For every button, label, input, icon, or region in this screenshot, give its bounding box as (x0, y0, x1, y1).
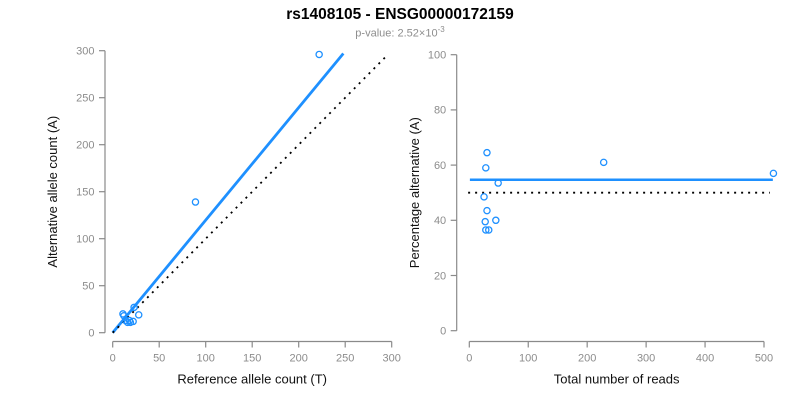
x-tick-label: 300 (383, 353, 401, 365)
x-tick-label: 200 (290, 353, 308, 365)
data-point (120, 312, 128, 320)
data-point (191, 198, 200, 206)
x-axis-title: Reference allele count (T) (177, 372, 327, 387)
identity-line (112, 55, 387, 334)
data-point (315, 50, 323, 59)
x-tick-label: 150 (243, 353, 261, 365)
x-tick-label: 200 (578, 353, 596, 365)
data-point (121, 316, 130, 325)
y-axis-title: Alternative allele count (A) (45, 116, 60, 268)
plot-subtitle: p-value: 2.52×10-3 (0, 25, 800, 40)
x-tick-label: 500 (755, 353, 773, 365)
y-tick-label: 0 (88, 328, 94, 340)
plot-title: rs1408105 - ENSG00000172159 (286, 6, 514, 23)
y-tick-label: 0 (440, 326, 446, 338)
y-tick-label: 60 (434, 160, 446, 172)
data-point (494, 179, 502, 187)
x-tick-label: 0 (466, 353, 472, 365)
y-tick-label: 20 (434, 270, 446, 282)
data-point (481, 217, 489, 226)
data-point (483, 148, 491, 157)
fit-line (111, 52, 345, 334)
y-tick-label: 100 (76, 234, 94, 246)
data-point (485, 226, 493, 234)
y-tick-label: 40 (434, 215, 446, 227)
y-axis-title: Percentage alternative (A) (407, 117, 422, 268)
allele-count-scatter-chart: 0 50 100 150 200 250 300 0 50 100 150 200 250 300 Refe… (45, 46, 401, 387)
p-value-exponent: -3 (437, 25, 445, 34)
x-tick-label: 300 (637, 353, 655, 365)
x-axis-title: Total number of reads (554, 372, 680, 387)
y-tick-label: 100 (428, 50, 446, 62)
x-tick-label: 100 (519, 353, 537, 365)
data-point (134, 311, 143, 319)
data-point (483, 206, 491, 215)
data-point (130, 303, 138, 312)
data-point (482, 164, 490, 172)
y-tick-label: 80 (434, 105, 446, 117)
x-tick-label: 100 (197, 353, 215, 365)
x-tick-label: 0 (110, 353, 116, 365)
data-point (769, 169, 778, 178)
y-tick-label: 50 (82, 281, 94, 293)
p-value-text: p-value: 2.52×10 (355, 27, 438, 40)
y-tick-label: 300 (76, 46, 94, 58)
y-tick-label: 200 (76, 140, 94, 152)
data-point (129, 317, 137, 326)
data-point (599, 158, 608, 167)
x-tick-label: 400 (696, 353, 714, 365)
data-point (480, 193, 488, 201)
y-tick-label: 150 (76, 187, 94, 199)
x-tick-label: 250 (336, 353, 354, 365)
data-point (482, 226, 490, 234)
percentage-scatter-chart: 0 20 40 60 80 100 0 100 200 300 400 500 Total number… (407, 50, 778, 387)
data-point (492, 216, 500, 225)
x-tick-label: 50 (153, 353, 165, 365)
y-tick-label: 250 (76, 93, 94, 105)
